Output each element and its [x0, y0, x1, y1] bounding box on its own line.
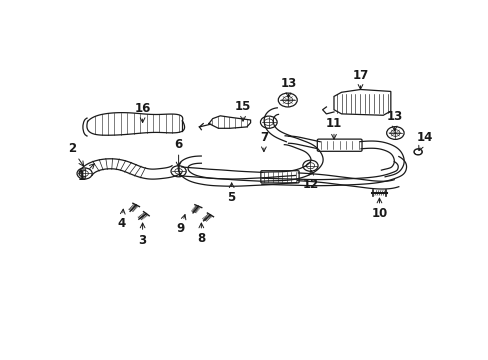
Text: 11: 11 [325, 117, 342, 139]
Text: 7: 7 [259, 131, 267, 152]
FancyBboxPatch shape [260, 171, 299, 183]
Text: 5: 5 [227, 183, 235, 203]
Polygon shape [333, 90, 390, 115]
Text: 2: 2 [67, 142, 83, 166]
Text: 13: 13 [386, 110, 402, 131]
Text: 10: 10 [370, 198, 387, 220]
Text: 8: 8 [197, 223, 205, 245]
Text: 16: 16 [134, 102, 150, 122]
Text: 4: 4 [118, 209, 125, 230]
Text: 13: 13 [280, 77, 296, 98]
Text: 1: 1 [78, 164, 94, 183]
Text: 12: 12 [303, 170, 319, 191]
Text: 3: 3 [138, 223, 146, 247]
Text: 15: 15 [234, 100, 251, 121]
Text: 9: 9 [176, 215, 185, 235]
Text: 6: 6 [174, 138, 183, 167]
FancyBboxPatch shape [317, 139, 361, 151]
Text: 17: 17 [352, 68, 368, 89]
Text: 14: 14 [416, 131, 432, 150]
